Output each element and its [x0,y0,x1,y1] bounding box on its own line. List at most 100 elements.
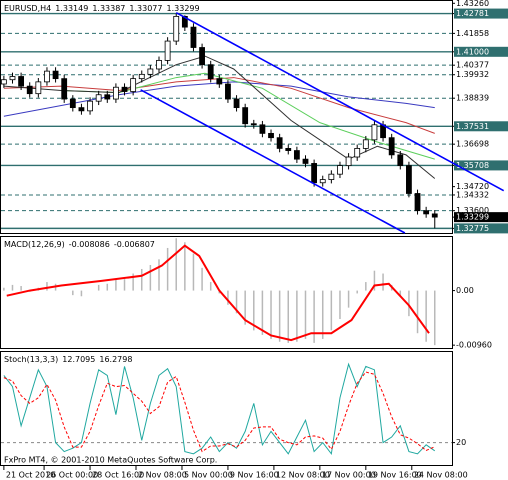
candle-body [242,107,249,125]
candle-body [423,210,430,215]
x-tick-label: 26 Oct 00:00 [46,471,98,480]
candle-body [250,123,257,126]
y-tick-label: 1.33600 [456,206,489,215]
candle-body [78,107,85,112]
candle-body [61,78,68,100]
y-tick-label: 1.42781 [456,9,489,18]
candle-body [337,165,343,175]
panel-title-value: -0.008086 [69,240,110,249]
stoch-line [3,362,436,456]
x-tick-label: 5 Nov 00:00 [184,471,233,480]
panel-title: Stoch(13,3,3) 12.7095 16.2798 [4,355,132,364]
y-tick-label: 1.43260 [456,0,489,8]
candle-body [362,139,369,149]
y-tick-label: 0.00 [456,286,474,295]
candle-body [35,81,42,95]
price-label-box [454,46,508,57]
y-tick-label: 20 [456,438,466,447]
y-tick-label: -0.00960 [456,341,492,350]
moving-average [3,55,436,179]
candle-body [268,132,274,139]
candle-body [285,148,292,151]
candle-body [26,85,33,95]
candle-body [156,59,162,70]
x-tick-label: 28 Oct 16:00 [92,471,144,480]
candle-body [69,98,76,109]
moving-average [3,77,435,134]
candle-body [293,150,300,160]
x-tick-label: 24 Nov 08:00 [414,471,468,480]
panel-title-value: 1.33149 [55,4,88,13]
signal-line [6,244,430,342]
stoch-line [3,371,435,453]
candle-body [87,100,93,112]
candle-body [95,94,102,102]
y-tick-label: 1.40377 [456,61,489,70]
y-tick-label: 1.36698 [456,140,489,149]
candle-body [259,124,266,134]
candle-body [190,26,197,48]
x-tick-label: 17 Nov 00:00 [322,471,376,480]
price-label-box [454,160,508,171]
candle-body [0,79,7,85]
trend-line [140,89,406,234]
candle-body [181,15,188,28]
panel-title: MACD(12,26,9) -0.008086 -0.006807 [4,240,155,249]
panel-title-name: MACD(12,26,9) [4,240,65,249]
candle-body [345,156,352,166]
panel-title: EURUSD,H4 1.33149 1.33387 1.33077 1.33299 [4,4,200,13]
price-label-box [454,223,508,234]
trend-line [175,12,505,192]
panel-title-value: 16.2798 [99,355,132,364]
candle-body [44,70,50,83]
y-tick-label: 1.34332 [456,190,489,199]
y-tick-label: 1.41858 [456,29,489,38]
candle-body [138,73,145,80]
stoch-panel [0,351,453,466]
panel-title-value: 1.33077 [129,4,162,13]
y-tick-label: 1.41000 [456,47,489,56]
candle-body [104,94,111,100]
y-tick-label: 1.37531 [456,122,489,131]
candle-body [52,70,59,80]
candle-body [276,137,283,149]
candle-body [328,173,335,180]
x-tick-label: 21 Oct 2010 [6,471,55,480]
candle-body [113,86,119,100]
candle-body [388,137,395,156]
moving-average [3,81,435,117]
y-tick-label: 1.35708 [456,161,489,170]
candle-body [9,76,16,81]
candle-body [414,193,421,212]
candle-body [121,86,128,92]
x-tick-label: 9 Nov 16:00 [230,471,279,480]
candle-body [207,64,214,80]
candle-body [354,148,361,158]
x-tick-label: 19 Nov 16:00 [368,471,422,480]
panel-title-value: 12.7095 [62,355,95,364]
panel-title-value: 1.33299 [167,4,200,13]
panel-title-name: Stoch(13,3,3) [4,355,58,364]
candle-body [311,163,318,184]
moving-average [61,72,435,160]
candle-body [173,15,180,42]
candle-body [302,158,309,164]
candle-body [18,76,25,87]
panel-title-value: -0.006807 [114,240,155,249]
macd-panel [0,236,453,349]
y-tick-label: 1.32775 [456,224,489,233]
candle-body [233,98,240,109]
candle-body [164,40,171,61]
y-tick-label: 1.34720 [456,182,489,191]
price-label-box [454,8,508,19]
price-label-box [454,212,508,223]
candle-body [130,78,137,92]
panel-title-name: EURUSD,H4 [4,4,51,13]
candle-body [397,154,404,166]
x-tick-label: 12 Nov 08:00 [276,471,330,480]
candle-body [371,124,378,141]
y-tick-label: 1.33299 [456,213,489,222]
candle-body [199,47,205,66]
candle-body [216,78,223,85]
